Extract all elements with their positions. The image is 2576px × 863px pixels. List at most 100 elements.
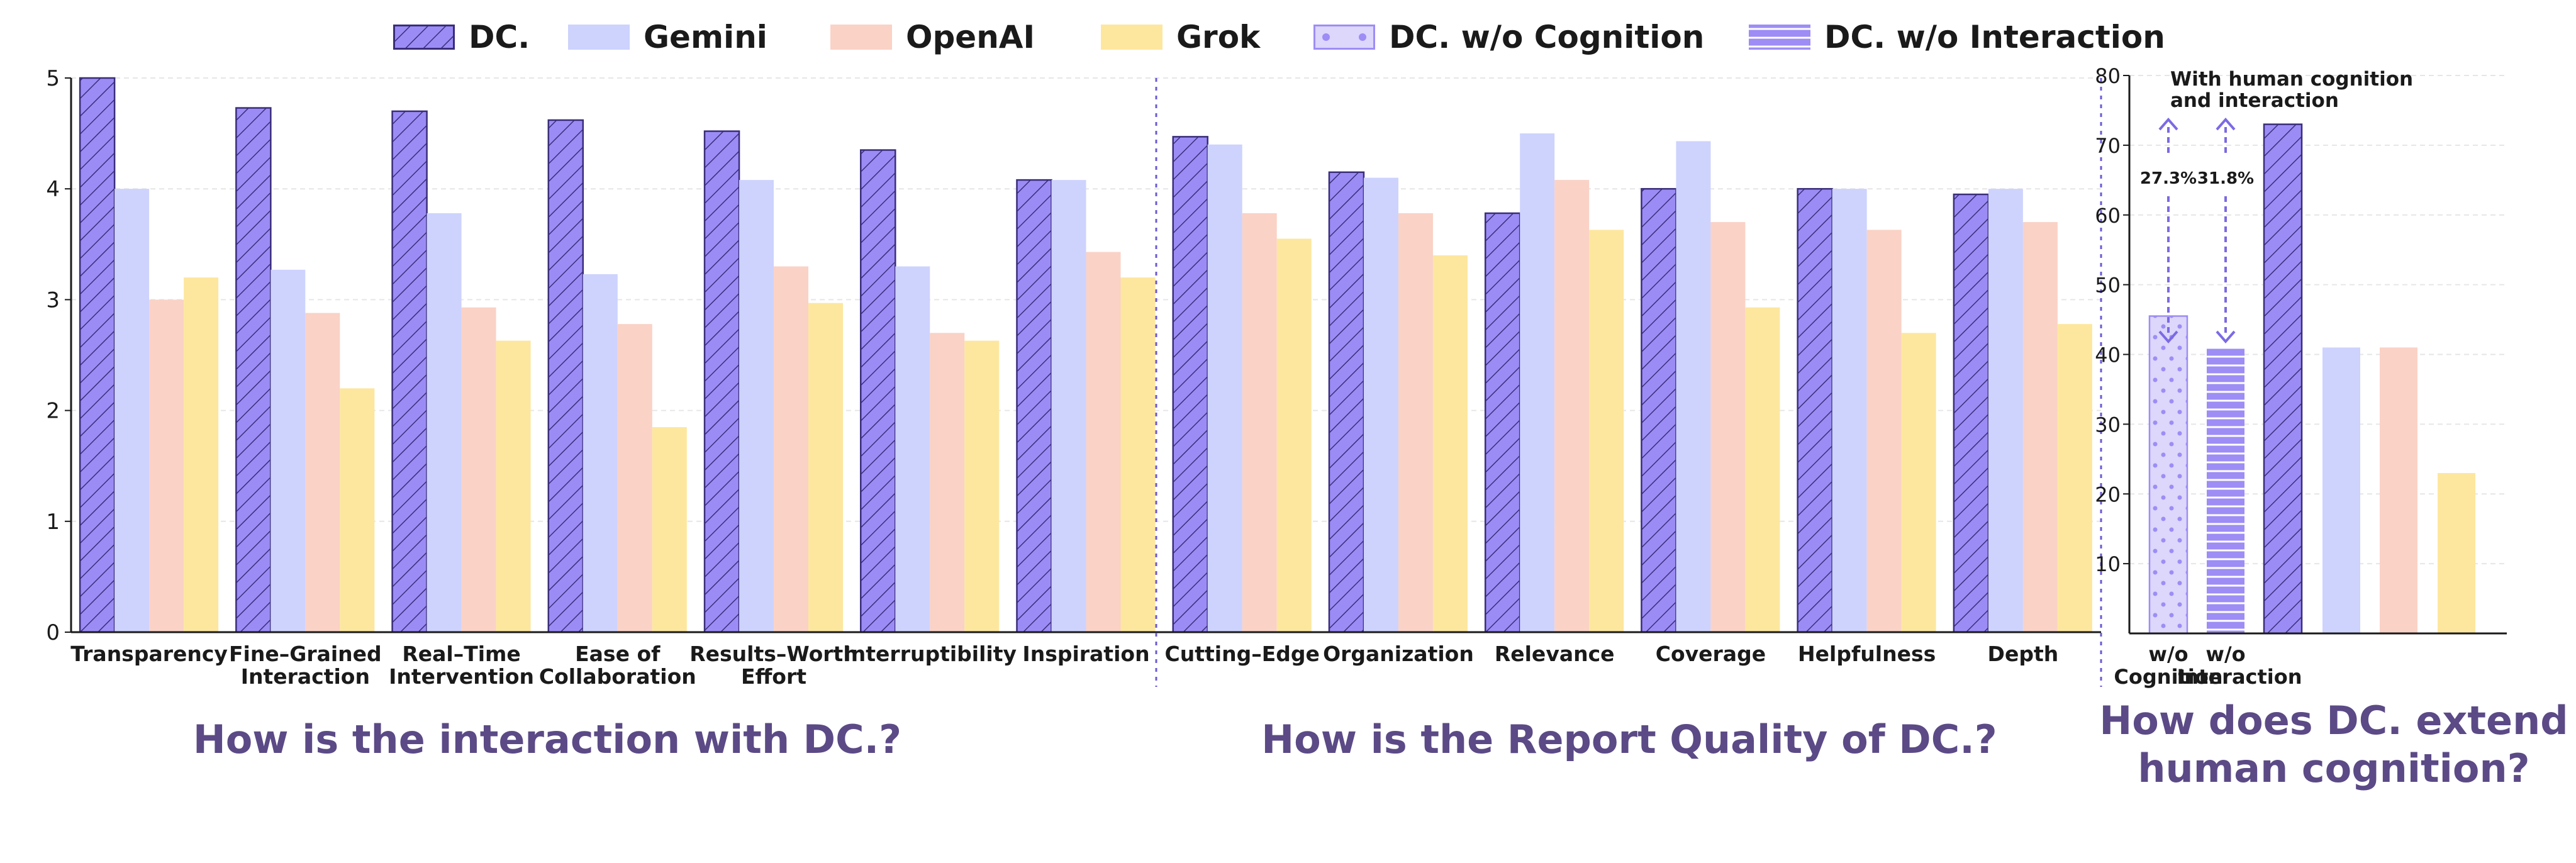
bar-openai xyxy=(1866,230,1902,632)
bar-gemini xyxy=(2322,347,2360,633)
legend-item-dc: DC. xyxy=(393,15,530,59)
x-tick-label: Ease of xyxy=(575,642,661,666)
bar-grok xyxy=(964,340,1000,632)
cognition-title-line1: How does DC. extend xyxy=(2099,698,2568,743)
x-tick-label: Results–Worth xyxy=(689,642,858,666)
legend-swatch-gemini xyxy=(568,25,630,50)
x-tick-label: Cutting–Edge xyxy=(1165,642,1320,666)
legend-label: Grok xyxy=(1176,19,1261,55)
bar-grok xyxy=(1276,238,1312,632)
y-tick-label: 5 xyxy=(46,66,60,91)
bar-grok xyxy=(808,303,844,632)
quality-section-title: How is the Report Quality of DC.? xyxy=(1261,716,1997,762)
legend-label: DC. w/o Cognition xyxy=(1389,19,1705,55)
bar-grok xyxy=(496,340,531,632)
x-tick-label: Relevance xyxy=(1495,642,1615,666)
bar-openai xyxy=(2022,222,2058,632)
y-tick-label: 60 xyxy=(2095,204,2121,228)
cognition-section-title: How does DC. extend human cognition? xyxy=(2070,697,2576,793)
x-tick-label: Intervention xyxy=(389,664,534,689)
bar-grok xyxy=(340,388,375,632)
bar-grok xyxy=(1901,333,1936,632)
arrowhead-up-icon xyxy=(2158,117,2178,131)
annotation-header: With human cognition xyxy=(2170,68,2413,91)
legend-label: OpenAI xyxy=(906,19,1035,55)
x-tick-label: Cognition xyxy=(2114,665,2222,689)
bar-grok xyxy=(2057,324,2092,632)
annotation-header: and interaction xyxy=(2170,89,2339,112)
interaction-section-title: How is the interaction with DC.? xyxy=(192,716,902,762)
bar-dc xyxy=(79,77,116,633)
bar-gemini xyxy=(1676,141,1711,632)
bar-grok xyxy=(1589,230,1624,632)
bar-openai xyxy=(2380,347,2417,633)
y-tick-label: 4 xyxy=(46,177,60,202)
bar-dc-wo-cognition xyxy=(2148,315,2188,635)
x-tick-label: w/o xyxy=(2205,642,2245,666)
bar-openai xyxy=(149,299,184,632)
bar-grok xyxy=(1120,277,1156,632)
x-tick-label: Effort xyxy=(741,664,806,689)
bar-dc-wo-interaction xyxy=(2207,347,2244,633)
bar-grok xyxy=(184,277,219,632)
bar-dc xyxy=(1484,212,1521,633)
bar-openai xyxy=(1398,213,1433,632)
bar-openai xyxy=(461,307,496,632)
bar-gemini xyxy=(1832,189,1867,632)
bar-grok xyxy=(2438,472,2475,633)
cognition-bar-chart: 10 20 30 40 50 60 70 80 w/oCognitionw/oInteracti… xyxy=(2095,64,2507,689)
x-tick-label: Organization xyxy=(1323,642,1474,666)
gain-label: 31.8% xyxy=(2197,169,2254,188)
x-tick-label: Interruptibility xyxy=(844,642,1017,666)
legend-item-dc-wo-interaction: DC. w/o Interaction xyxy=(1749,15,2165,59)
main-bar-chart: 0 1 2 3 4 5 Transparency Fine–GrainedInteractio… xyxy=(46,66,2102,689)
bar-dc xyxy=(1797,187,1833,633)
bar-openai xyxy=(305,313,340,632)
bar-gemini xyxy=(1051,180,1086,632)
y-tick-label: 70 xyxy=(2095,134,2121,158)
y-tick-label: 10 xyxy=(2095,552,2121,576)
bar-openai xyxy=(1242,213,1277,632)
bar-dc xyxy=(1328,171,1365,633)
legend-swatch-dc xyxy=(393,25,455,50)
x-tick-label: Depth xyxy=(1988,642,2059,666)
bar-dc xyxy=(1016,179,1052,633)
y-tick-label: 80 xyxy=(2095,64,2121,88)
x-tick-label: Fine–Grained xyxy=(229,642,382,666)
bar-dc xyxy=(235,107,272,633)
bar-gemini xyxy=(739,180,774,632)
x-tick-label: Inspiration xyxy=(1022,642,1149,666)
bar-openai xyxy=(774,266,809,632)
bar-gemini xyxy=(427,213,462,632)
bar-gemini xyxy=(1988,189,2023,632)
legend-item-openai: OpenAI xyxy=(830,15,1035,59)
bar-openai xyxy=(1554,180,1590,632)
y-tick-label: 50 xyxy=(2095,274,2121,298)
x-tick-label: w/o xyxy=(2148,642,2188,666)
x-tick-label: Collaboration xyxy=(539,664,696,689)
bar-openai xyxy=(930,333,965,632)
arrowhead-down-icon xyxy=(2216,330,2236,344)
legend-swatch-dc-wo-cognition xyxy=(1313,25,1375,50)
bar-dc xyxy=(1953,193,1990,633)
bar-grok xyxy=(1432,255,1468,632)
legend-label: DC. w/o Interaction xyxy=(1824,19,2165,55)
arrowhead-down-icon xyxy=(2158,330,2178,344)
gain-label: 27.3% xyxy=(2140,169,2197,188)
y-tick-label: 30 xyxy=(2095,413,2121,437)
legend-label: DC. xyxy=(469,19,530,55)
arrowhead-up-icon xyxy=(2216,117,2236,131)
y-tick-label: 3 xyxy=(46,287,60,313)
x-tick-label: Interaction xyxy=(2177,665,2302,689)
bar-openai xyxy=(617,324,652,632)
bar-dc xyxy=(2263,123,2303,635)
bar-dc xyxy=(703,130,740,633)
y-tick-label: 20 xyxy=(2095,482,2121,506)
x-tick-label: Real–Time xyxy=(402,642,520,666)
bar-dc xyxy=(1641,187,1677,633)
x-tick-label: Interaction xyxy=(241,664,370,689)
x-tick-label: Helpfulness xyxy=(1798,642,1936,666)
bar-openai xyxy=(1086,252,1121,632)
bar-dc xyxy=(391,110,428,633)
